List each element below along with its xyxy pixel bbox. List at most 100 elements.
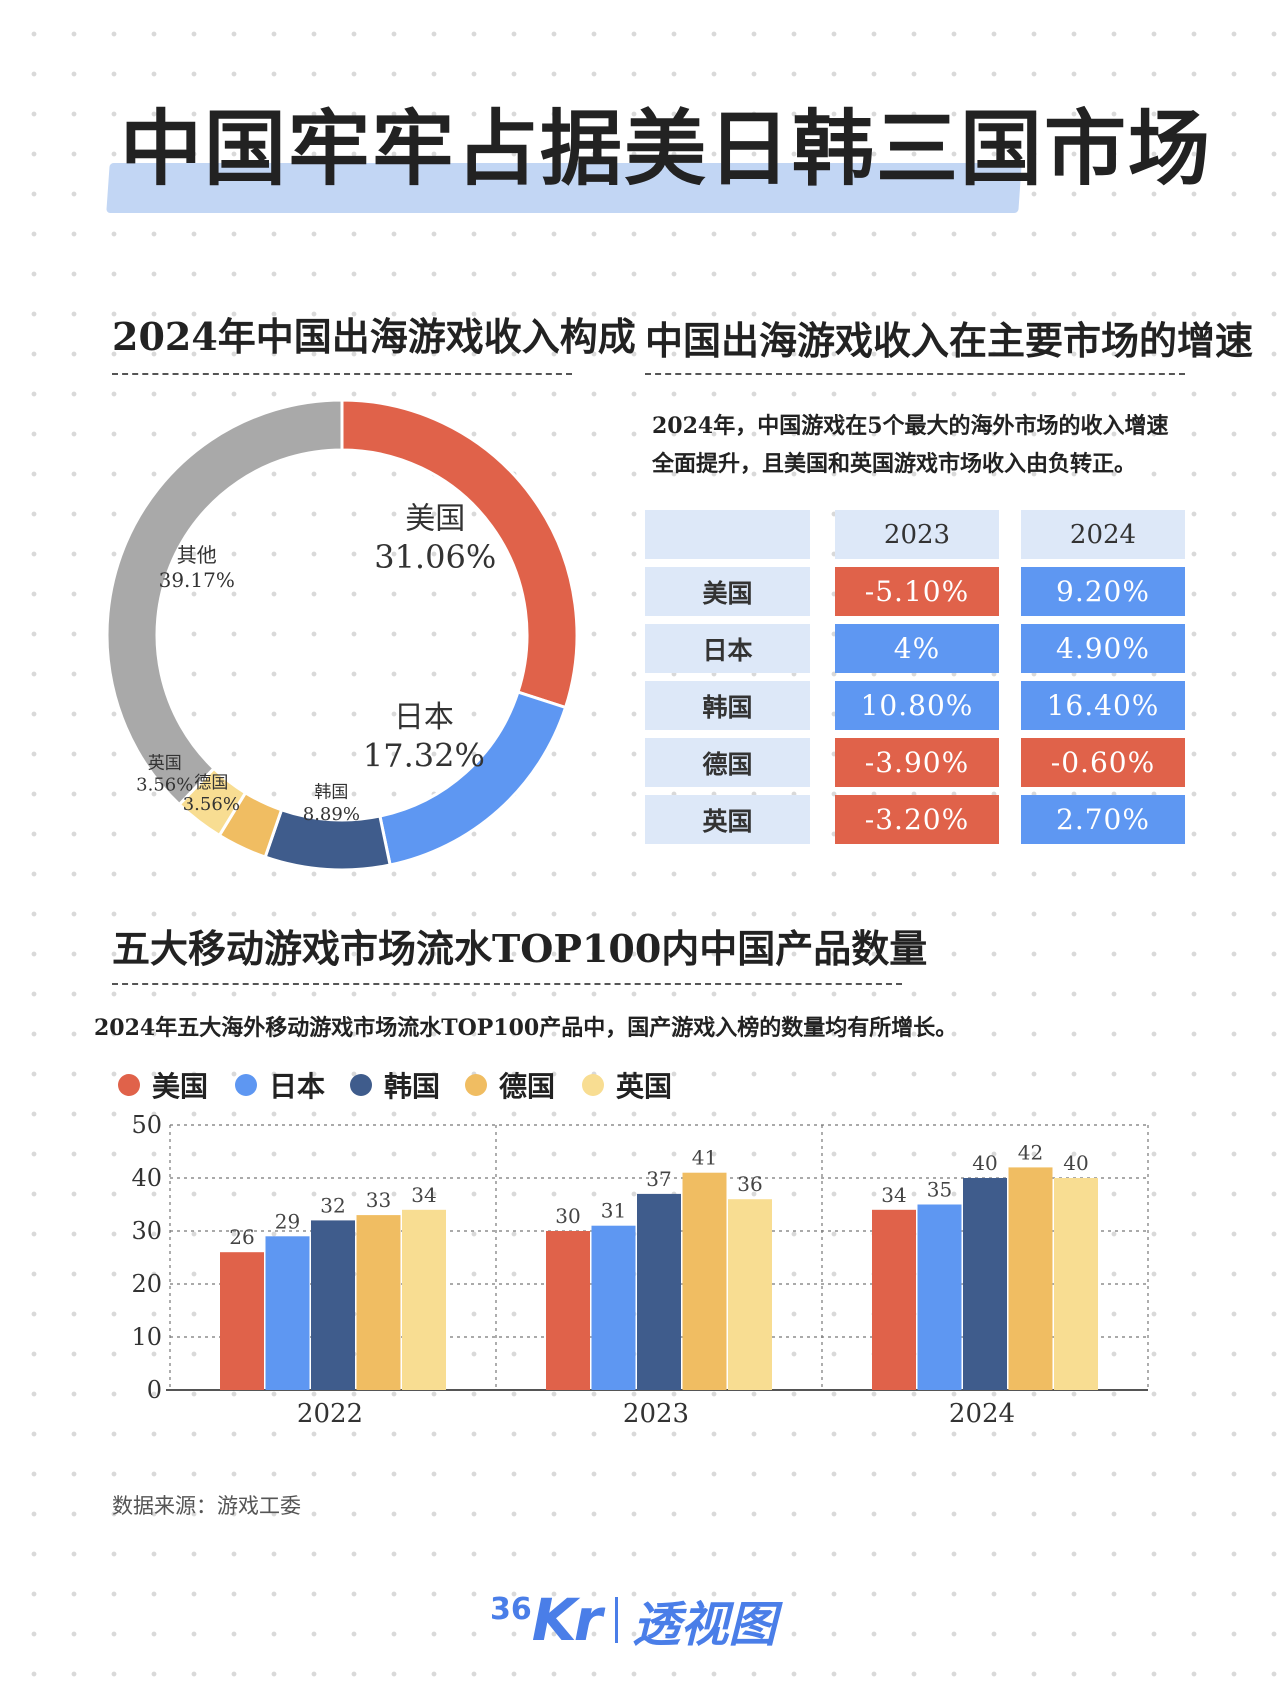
donut-title-divider [112, 373, 572, 375]
donut-label-value-4: 3.56% [136, 775, 193, 796]
bar-2022-日本 [265, 1236, 310, 1390]
bar-value-label-2024-美国: 34 [881, 1183, 906, 1207]
growth-desc-line1: 2024年，中国游戏在5个最大的海外市场的收入增速 [652, 413, 1169, 439]
legend-swatch-4 [582, 1074, 604, 1096]
bar-2023-韩国 [637, 1193, 681, 1390]
logo-text: 透视图 [632, 1597, 777, 1653]
y-tick-label-50: 50 [131, 1111, 162, 1139]
table-cell-2-0: 10.80% [835, 681, 999, 730]
table-header-blank [645, 510, 810, 559]
donut-label-value-1: 17.32% [363, 736, 485, 774]
table-cell-1-0: 4% [835, 624, 999, 673]
bar-2024-日本 [917, 1204, 962, 1390]
bar-value-label-2024-德国: 42 [1018, 1140, 1043, 1164]
bar-value-label-2022-美国: 26 [229, 1225, 254, 1249]
bar-2022-德国 [356, 1215, 401, 1390]
table-cell-3-1: -0.60% [1021, 738, 1185, 787]
source-note: 数据来源：游戏工委 [112, 1494, 301, 1518]
donut-label-name-1: 日本 [394, 700, 454, 735]
table-row-label-2: 韩国 [645, 681, 810, 730]
donut-title: 2024年中国出海游戏收入构成 [112, 314, 636, 359]
table-cell-1-1: 4.90% [1021, 624, 1185, 673]
legend-label-3: 德国 [499, 1070, 556, 1103]
growth-table: 2023 2024 美国 -5.10% 9.20% 日本 4% 4.90% 韩国 10.80% 16… [645, 510, 1185, 844]
table-row-label-0: 美国 [645, 567, 810, 616]
legend-item-2: 韩国 [350, 1065, 440, 1105]
bar-2023-美国 [546, 1231, 590, 1390]
bar-value-label-2023-日本: 31 [601, 1199, 626, 1223]
bar-2024-德国 [1008, 1167, 1053, 1390]
table-row-label-3: 德国 [645, 738, 810, 787]
legend-swatch-0 [118, 1074, 140, 1096]
y-tick-label-20: 20 [131, 1270, 162, 1298]
legend-item-3: 德国 [465, 1065, 555, 1105]
bar-chart: 0 10 20 30 40 50 26 29 32 33 34 2022 30 31 37 41 36 2023 3… [131, 1111, 1149, 1429]
growth-title-divider [645, 373, 1185, 375]
page-title: 中国牢牢占据美日韩三国市场 [120, 101, 1213, 197]
table-cell-2-1: 16.40% [1021, 681, 1185, 730]
bar-value-label-2022-德国: 33 [366, 1188, 391, 1212]
growth-title: 中国出海游戏收入在主要市场的增速 [645, 318, 1254, 363]
donut-label-value-3: 3.56% [183, 794, 240, 815]
y-tick-label-0: 0 [147, 1376, 162, 1404]
logo-kr: Kr [531, 1586, 603, 1654]
bar-2024-韩国 [963, 1178, 1007, 1390]
bar-2023-德国 [682, 1172, 727, 1390]
x-category-label-2022: 2022 [297, 1399, 363, 1429]
donut-label-name-2: 韩国 [314, 783, 348, 803]
table-cell-4-0: -3.20% [835, 795, 999, 844]
brand-logo: 36 Kr 透视图 [490, 1586, 776, 1654]
bar-2022-英国 [402, 1209, 446, 1390]
bar-value-label-2022-日本: 29 [275, 1209, 300, 1233]
bar-2023-日本 [591, 1225, 636, 1390]
donut-label-value-0: 31.06% [374, 538, 496, 576]
bar-2022-韩国 [311, 1220, 355, 1390]
bars-title-divider [112, 983, 902, 985]
x-category-label-2024: 2024 [949, 1399, 1015, 1429]
legend-swatch-1 [235, 1074, 257, 1096]
bar-value-label-2023-美国: 30 [555, 1204, 580, 1228]
donut-label-value-5: 39.17% [159, 568, 235, 592]
legend-swatch-3 [465, 1074, 487, 1096]
y-tick-label-10: 10 [131, 1323, 162, 1351]
donut-label-name-3: 德国 [194, 773, 228, 793]
table-header-2024: 2024 [1021, 510, 1185, 559]
legend-item-1: 日本 [235, 1065, 325, 1105]
bars-title: 五大移动游戏市场流水TOP100内中国产品数量 [112, 926, 928, 971]
bar-2022-美国 [220, 1252, 264, 1390]
bar-value-label-2022-韩国: 32 [320, 1193, 345, 1217]
bar-value-label-2022-英国: 34 [411, 1183, 436, 1207]
donut-label-name-5: 其他 [177, 543, 217, 567]
table-cell-3-0: -3.90% [835, 738, 999, 787]
bar-2024-英国 [1054, 1178, 1098, 1390]
table-header-2023: 2023 [835, 510, 999, 559]
legend-label-2: 韩国 [384, 1070, 441, 1103]
legend-item-4: 英国 [582, 1065, 672, 1105]
legend-swatch-2 [350, 1074, 372, 1096]
bar-value-label-2024-英国: 40 [1063, 1151, 1088, 1175]
y-tick-label-30: 30 [131, 1217, 162, 1245]
donut-slice-5 [105, 398, 344, 807]
x-category-label-2023: 2023 [623, 1399, 689, 1429]
table-cell-4-1: 2.70% [1021, 795, 1185, 844]
bar-value-label-2024-日本: 35 [927, 1178, 952, 1202]
donut-label-value-2: 8.89% [303, 804, 360, 825]
growth-desc-line2: 全面提升，且美国和英国游戏市场收入由负转正。 [652, 451, 1137, 477]
legend-label-0: 美国 [152, 1070, 209, 1103]
legend-label-4: 英国 [616, 1070, 673, 1103]
bar-value-label-2023-英国: 36 [737, 1172, 762, 1196]
table-cell-0-1: 9.20% [1021, 567, 1185, 616]
donut-label-name-4: 英国 [148, 754, 182, 774]
bar-value-label-2023-德国: 41 [692, 1146, 717, 1170]
logo-separator [615, 1597, 619, 1643]
legend-label-1: 日本 [269, 1070, 326, 1103]
logo-number: 36 [490, 1591, 532, 1627]
bar-2023-英国 [728, 1199, 772, 1390]
bar-value-label-2023-韩国: 37 [646, 1167, 671, 1191]
table-cell-0-0: -5.10% [835, 567, 999, 616]
donut-label-name-0: 美国 [405, 501, 465, 536]
bars-desc: 2024年五大海外移动游戏市场流水TOP100产品中，国产游戏入榜的数量均有所增… [94, 1015, 958, 1041]
legend-item-0: 美国 [118, 1065, 208, 1105]
y-tick-label-40: 40 [131, 1164, 162, 1192]
